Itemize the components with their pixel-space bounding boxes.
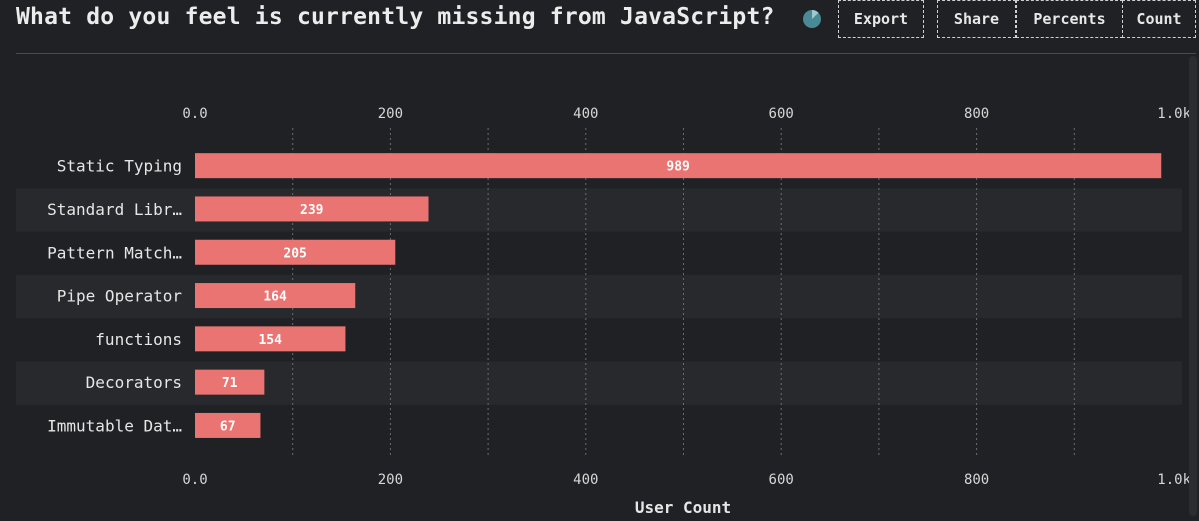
bar[interactable] (195, 326, 346, 352)
share-button[interactable]: Share (937, 0, 1016, 38)
bar[interactable] (195, 239, 396, 265)
bottom-tick-label: 600 (769, 472, 794, 488)
bar[interactable] (195, 196, 429, 222)
top-tick-label: 200 (378, 106, 403, 122)
bar-value-label: 239 (300, 203, 323, 218)
row-band (16, 361, 1182, 405)
bottom-tick-label: 0.0 (182, 472, 207, 488)
bar-value-label: 67 (220, 419, 236, 434)
top-tick-label: 1.0k (1157, 106, 1191, 122)
top-tick-label: 400 (573, 106, 598, 122)
pie-chart-icon[interactable] (802, 9, 822, 29)
row-band (16, 188, 1182, 232)
bottom-tick-label: 400 (573, 472, 598, 488)
category-label: Decorators (86, 373, 182, 392)
category-label: Static Typing (57, 157, 182, 176)
row-bands (16, 188, 1182, 405)
bar-value-label: 989 (666, 160, 689, 175)
category-label: Pattern Match… (47, 243, 182, 262)
top-tick-label: 0.0 (182, 106, 207, 122)
bottom-axis: 0.0 200 400 600 800 1.0k (182, 472, 1191, 488)
x-axis-title: User Count (635, 498, 731, 517)
bar[interactable] (195, 283, 356, 309)
chart-header: What do you feel is currently missing fr… (0, 0, 1199, 54)
category-label: Immutable Dat… (47, 416, 182, 435)
bar[interactable] (195, 153, 1162, 179)
header-divider (16, 53, 1196, 54)
category-label: Standard Libr… (47, 200, 182, 219)
bottom-tick-label: 1.0k (1157, 472, 1191, 488)
top-axis: 0.0 200 400 600 800 1.0k (182, 106, 1191, 122)
count-button[interactable]: Count (1122, 0, 1196, 38)
top-tick-label: 800 (964, 106, 989, 122)
category-label: Pipe Operator (57, 287, 183, 306)
category-label: functions (95, 330, 182, 349)
bar[interactable] (195, 412, 261, 438)
category-labels: Static Typing Standard Libr… Pattern Match… (47, 157, 182, 436)
row-band (16, 274, 1182, 319)
top-tick-label: 600 (769, 106, 794, 122)
bottom-tick-label: 200 (378, 472, 403, 488)
scrollbar[interactable] (1189, 56, 1197, 516)
bar-value-label: 205 (283, 246, 306, 261)
bottom-tick-label: 800 (964, 472, 989, 488)
bar-value-label: 164 (263, 290, 287, 305)
export-button[interactable]: Export (838, 0, 924, 38)
chart-title: What do you feel is currently missing fr… (16, 4, 775, 30)
bar[interactable] (195, 369, 265, 395)
bar-value-label: 71 (222, 376, 238, 391)
bars: 989 239 205 164 154 71 67 (195, 153, 1162, 438)
bar-value-label: 154 (258, 333, 282, 348)
